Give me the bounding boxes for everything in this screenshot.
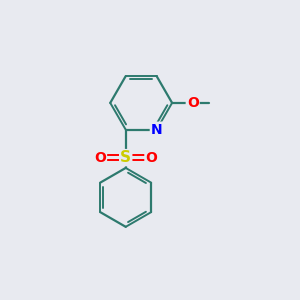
Text: N: N: [151, 123, 162, 137]
Text: S: S: [120, 150, 131, 165]
Text: O: O: [146, 151, 157, 165]
Text: O: O: [94, 151, 106, 165]
Text: O: O: [187, 96, 199, 110]
